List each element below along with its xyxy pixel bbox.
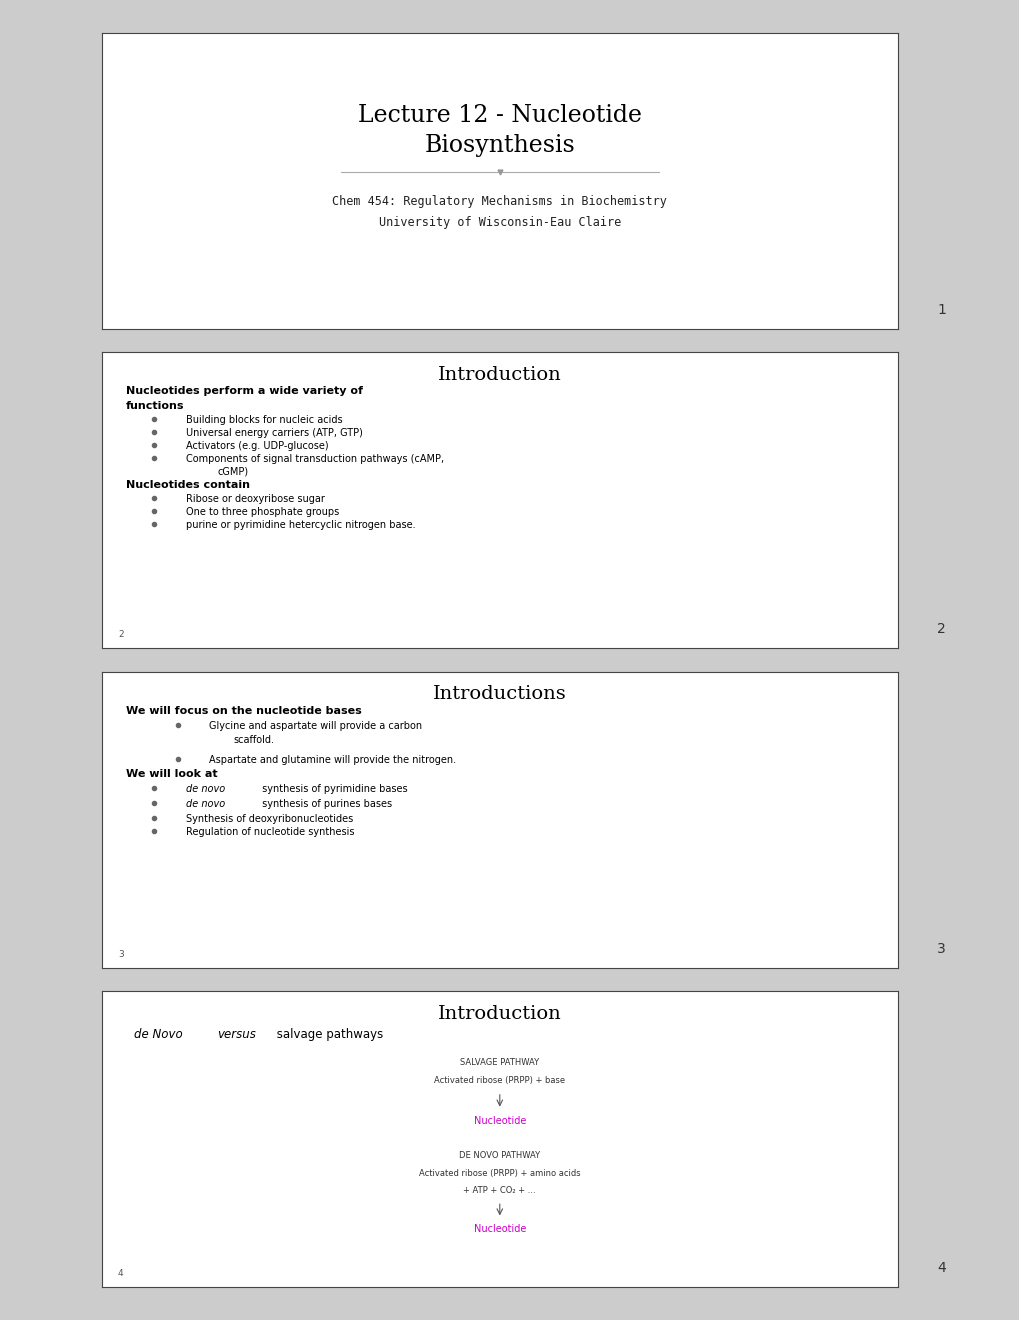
Text: University of Wisconsin-Eau Claire: University of Wisconsin-Eau Claire [378,215,621,228]
Text: Regulation of nucleotide synthesis: Regulation of nucleotide synthesis [185,828,354,837]
Text: Ribose or deoxyribose sugar: Ribose or deoxyribose sugar [185,494,324,504]
Text: 2: 2 [936,622,946,636]
Text: scaffold.: scaffold. [233,735,274,744]
Text: + ATP + CO₂ + ...: + ATP + CO₂ + ... [463,1185,536,1195]
Text: Nucleotides contain: Nucleotides contain [125,480,250,490]
Text: Activators (e.g. UDP-glucose): Activators (e.g. UDP-glucose) [185,441,328,451]
Text: Biosynthesis: Biosynthesis [424,133,575,157]
Text: de novo: de novo [185,784,224,793]
Text: Chem 454: Regulatory Mechanisms in Biochemistry: Chem 454: Regulatory Mechanisms in Bioch… [332,195,666,209]
Text: salvage pathways: salvage pathways [273,1028,383,1041]
Text: Components of signal transduction pathways (cAMP,: Components of signal transduction pathwa… [185,454,443,463]
Text: Nucleotide: Nucleotide [473,1115,526,1126]
Text: 3: 3 [118,949,123,958]
Text: One to three phosphate groups: One to three phosphate groups [185,507,338,517]
Text: cGMP): cGMP) [217,467,249,477]
Text: 3: 3 [936,941,946,956]
Text: Introductions: Introductions [432,685,567,704]
Text: versus: versus [217,1028,256,1041]
Text: de Novo: de Novo [133,1028,186,1041]
Text: synthesis of pyrimidine bases: synthesis of pyrimidine bases [259,784,407,793]
Text: purine or pyrimidine hetercyclic nitrogen base.: purine or pyrimidine hetercyclic nitroge… [185,520,415,531]
Text: We will focus on the nucleotide bases: We will focus on the nucleotide bases [125,706,362,715]
Text: Activated ribose (PRPP) + amino acids: Activated ribose (PRPP) + amino acids [419,1170,580,1179]
Text: functions: functions [125,401,184,411]
Text: Introduction: Introduction [437,366,561,384]
Text: Aspartate and glutamine will provide the nitrogen.: Aspartate and glutamine will provide the… [209,755,457,766]
Text: Introduction: Introduction [437,1005,561,1023]
Text: Nucleotide: Nucleotide [473,1225,526,1234]
Text: Universal energy carriers (ATP, GTP): Universal energy carriers (ATP, GTP) [185,428,362,438]
Text: Lecture 12 - Nucleotide: Lecture 12 - Nucleotide [358,104,641,127]
Text: SALVAGE PATHWAY: SALVAGE PATHWAY [460,1057,539,1067]
Text: Nucleotides perform a wide variety of: Nucleotides perform a wide variety of [125,387,363,396]
Text: Synthesis of deoxyribonucleotides: Synthesis of deoxyribonucleotides [185,813,353,824]
Text: 4: 4 [118,1269,123,1278]
Text: synthesis of purines bases: synthesis of purines bases [259,799,391,809]
Text: 4: 4 [936,1261,946,1275]
Text: DE NOVO PATHWAY: DE NOVO PATHWAY [459,1151,540,1160]
Text: 1: 1 [936,302,946,317]
Text: Building blocks for nucleic acids: Building blocks for nucleic acids [185,414,341,425]
Text: Activated ribose (PRPP) + base: Activated ribose (PRPP) + base [434,1076,565,1085]
Text: 2: 2 [118,630,123,639]
Text: Glycine and aspartate will provide a carbon: Glycine and aspartate will provide a car… [209,721,422,731]
Text: We will look at: We will look at [125,768,217,779]
Text: de novo: de novo [185,799,224,809]
